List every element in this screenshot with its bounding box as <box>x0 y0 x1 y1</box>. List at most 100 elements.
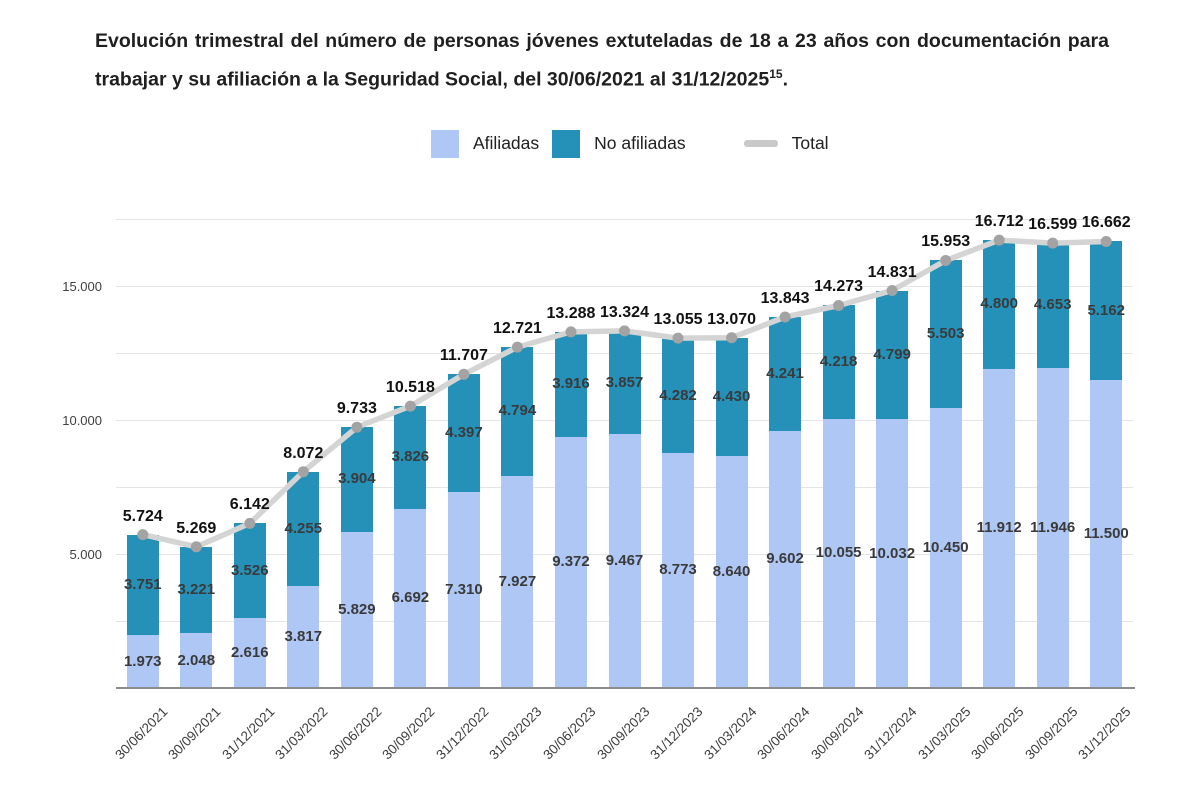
total-value-label: 14.831 <box>867 263 917 281</box>
legend-item-afiliadas: Afiliadas <box>431 129 540 158</box>
afiliadas-value-label: 3.817 <box>284 627 323 645</box>
total-value-label: 14.273 <box>814 278 864 296</box>
bar-segment-afiliadas <box>233 617 266 688</box>
x-axis-category-label: 30/06/2024 <box>754 704 813 763</box>
y-axis-tick-label: 10.000 <box>62 413 102 428</box>
afiliadas-value-label: 11.946 <box>1030 518 1076 536</box>
x-axis-category-label: 31/03/2023 <box>486 704 546 763</box>
afiliadas-value-label: 10.032 <box>869 544 916 562</box>
total-value-label: 16.662 <box>1081 214 1131 232</box>
no-afiliadas-value-label: 4.799 <box>873 345 911 363</box>
afiliadas-value-label: 5.829 <box>338 600 376 618</box>
total-value-label: 5.724 <box>122 507 163 525</box>
afiliadas-value-label: 11.912 <box>976 519 1022 537</box>
bar-segment-afiliadas <box>126 635 159 688</box>
total-value-label: 13.070 <box>707 310 757 328</box>
total-value-label: 13.843 <box>760 290 810 307</box>
chart-title: Evolución trimestral del número de perso… <box>95 25 1109 97</box>
afiliadas-value-label: 10.055 <box>815 544 862 562</box>
afiliadas-value-label: 11.500 <box>1083 524 1129 542</box>
total-value-label: 10.518 <box>385 379 435 397</box>
afiliadas-value-label: 9.372 <box>552 553 590 571</box>
x-axis-category-label: 31/12/2025 <box>1075 704 1134 763</box>
y-axis-tick-label: 15.000 <box>62 279 102 294</box>
no-afiliadas-value-label: 4.282 <box>659 386 697 404</box>
afiliadas-value-label: 7.927 <box>498 572 537 590</box>
total-value-label: 8.072 <box>283 444 324 462</box>
total-value-label: 15.953 <box>921 233 971 251</box>
afiliadas-value-label: 10.450 <box>922 538 969 556</box>
legend-label-total: Total <box>791 133 829 153</box>
bar-segment-afiliadas <box>287 585 320 688</box>
bar-segment-afiliadas <box>340 531 373 688</box>
x-axis-category-label: 31/12/2024 <box>861 704 920 763</box>
no-afiliadas-value-label: 4.241 <box>766 364 804 382</box>
x-axis-category-label: 30/06/2022 <box>326 704 385 763</box>
no-afiliadas-value-label: 5.503 <box>926 325 965 343</box>
afiliadas-value-label: 7.310 <box>445 581 483 599</box>
bar-segment-no-afiliadas <box>180 546 213 634</box>
x-axis-category-label: 31/03/2022 <box>272 704 331 763</box>
no-afiliadas-value-label: 4.397 <box>445 424 483 442</box>
no-afiliadas-value-label: 3.826 <box>391 448 430 466</box>
total-value-label: 6.142 <box>229 496 270 514</box>
no-afiliadas-value-label: 5.162 <box>1087 301 1125 319</box>
afiliadas-value-label: 9.467 <box>605 552 644 570</box>
total-value-label: 12.721 <box>492 320 542 338</box>
total-value-label: 16.712 <box>974 213 1024 231</box>
total-value-label: 16.599 <box>1028 216 1078 234</box>
x-axis-category-label: 30/06/2023 <box>540 704 599 763</box>
no-afiliadas-value-label: 4.800 <box>980 295 1018 313</box>
no-afiliadas-value-label: 3.857 <box>605 373 644 391</box>
y-gridline <box>116 219 1133 220</box>
total-line-swatch-icon <box>743 140 778 147</box>
x-axis-line <box>116 687 1135 689</box>
chart-title-suffix: . <box>782 68 788 91</box>
no-afiliadas-value-label: 3.526 <box>231 561 269 579</box>
total-value-label: 13.288 <box>546 304 596 322</box>
no-afiliadas-value-label: 3.904 <box>338 470 376 488</box>
afiliadas-value-label: 2.616 <box>231 643 269 661</box>
x-axis-category-label: 30/09/2022 <box>379 704 438 763</box>
afiliadas-swatch-icon <box>431 129 459 158</box>
y-axis-tick-label: 5.000 <box>69 547 102 562</box>
x-axis-category-label: 30/06/2021 <box>111 704 171 763</box>
legend-item-no-afiliadas: No afiliadas <box>552 129 686 158</box>
chart-legend: Afiliadas No afiliadas Total <box>431 128 829 159</box>
no-afiliadas-value-label: 3.221 <box>177 580 216 598</box>
x-axis-category-label: 30/09/2021 <box>165 704 224 763</box>
no-afiliadas-value-label: 3.751 <box>123 575 162 593</box>
chart-title-text: Evolución trimestral del número de perso… <box>95 30 1109 91</box>
afiliadas-value-label: 2.048 <box>177 651 216 669</box>
x-axis-category-label: 31/12/2022 <box>433 704 492 763</box>
bar-segment-no-afiliadas <box>126 534 159 636</box>
no-afiliadas-swatch-icon <box>552 129 581 158</box>
x-axis-category-label: 30/09/2024 <box>807 704 867 763</box>
no-afiliadas-value-label: 4.653 <box>1033 296 1072 314</box>
no-afiliadas-value-label: 3.916 <box>552 375 590 393</box>
x-axis-category-label: 31/12/2023 <box>647 704 706 763</box>
legend-label-afiliadas: Afiliadas <box>473 133 540 153</box>
x-axis-category-label: 31/03/2024 <box>700 704 760 763</box>
total-value-label: 13.055 <box>653 311 703 329</box>
no-afiliadas-value-label: 4.794 <box>498 402 537 420</box>
x-axis-category-label: 30/09/2025 <box>1021 704 1081 763</box>
afiliadas-value-label: 9.602 <box>766 550 804 568</box>
legend-label-no-afiliadas: No afiliadas <box>594 133 686 153</box>
total-value-label: 5.269 <box>176 519 217 537</box>
x-axis-category-label: 30/09/2023 <box>593 704 653 763</box>
y-gridline <box>116 286 1133 287</box>
afiliadas-value-label: 8.640 <box>712 563 751 581</box>
afiliadas-value-label: 1.973 <box>123 652 162 670</box>
legend-item-total: Total <box>743 133 829 154</box>
x-axis-category-label: 30/06/2025 <box>968 704 1027 763</box>
no-afiliadas-value-label: 4.430 <box>712 388 751 406</box>
x-axis-category-label: 31/12/2021 <box>219 704 278 763</box>
afiliadas-value-label: 8.773 <box>659 561 697 579</box>
x-axis-category-label: 31/03/2025 <box>914 704 974 763</box>
no-afiliadas-value-label: 4.218 <box>819 353 858 370</box>
no-afiliadas-value-label: 4.255 <box>284 519 323 537</box>
